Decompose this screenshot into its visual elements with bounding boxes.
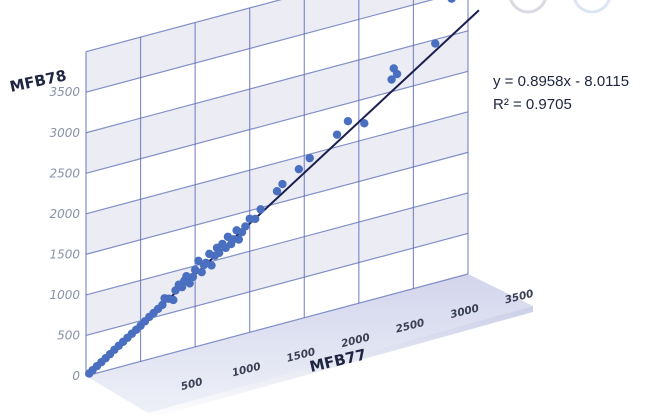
chart-grid [85, 0, 469, 377]
data-point [332, 130, 342, 139]
y-tick-label: 3000 [49, 126, 80, 140]
data-point [360, 119, 369, 128]
y-tick-label: 500 [57, 328, 80, 342]
y-tick-labels: 0 500 1000 1500 2000 2500 3000 3500 [49, 85, 80, 383]
data-point [256, 205, 265, 214]
data-point [387, 75, 396, 84]
wall-band [86, 71, 468, 214]
data-point [169, 295, 178, 305]
chart-wall [86, 0, 468, 376]
grid-line-horizontal [85, 30, 469, 134]
data-point [278, 179, 287, 189]
grid-line-horizontal [85, 0, 282, 53]
chart-floor-edge [148, 306, 533, 419]
data-point [182, 272, 191, 281]
data-point [190, 265, 200, 275]
data-point [188, 272, 198, 282]
data-point [447, 0, 456, 3]
y-tick-label: 2500 [49, 166, 80, 180]
data-point [294, 164, 304, 174]
grid-line-horizontal [85, 111, 469, 215]
data-point [185, 279, 194, 288]
grid-line-horizontal [85, 192, 469, 296]
data-point [241, 222, 250, 231]
wall-band [86, 152, 468, 295]
data-point [158, 300, 167, 310]
wall-band [86, 192, 468, 336]
data-point [234, 235, 243, 244]
chart-floor [86, 274, 533, 413]
data-point [272, 187, 282, 196]
wall-band [86, 111, 468, 255]
data-point [343, 117, 353, 126]
x-tick-label: 500 [180, 376, 204, 393]
wall-band [86, 233, 468, 376]
trendline-r-squared: R² = 0.9705 [493, 96, 572, 113]
wall-band [86, 30, 468, 174]
data-point [431, 39, 440, 48]
wall-band [86, 0, 468, 133]
grid-line-horizontal [85, 273, 469, 377]
y-tick-label: 2000 [49, 207, 80, 221]
y-tick-label: 1500 [49, 247, 80, 261]
grid-line-horizontal [85, 70, 469, 174]
data-point [250, 214, 260, 224]
trendline-equation: y = 0.8958x - 8.0115 [493, 73, 629, 90]
decorative-circles [509, 0, 611, 14]
data-point [197, 267, 206, 277]
data-point [305, 153, 314, 163]
data-point [214, 248, 224, 258]
data-point [207, 261, 216, 270]
y-tick-label: 3500 [49, 85, 80, 99]
y-tick-label: 1000 [49, 288, 80, 302]
grid-line-horizontal [85, 151, 469, 255]
grid-line-horizontal [85, 0, 434, 93]
y-tick-label: 0 [72, 369, 80, 383]
data-points [85, 0, 456, 378]
data-point [389, 64, 398, 73]
